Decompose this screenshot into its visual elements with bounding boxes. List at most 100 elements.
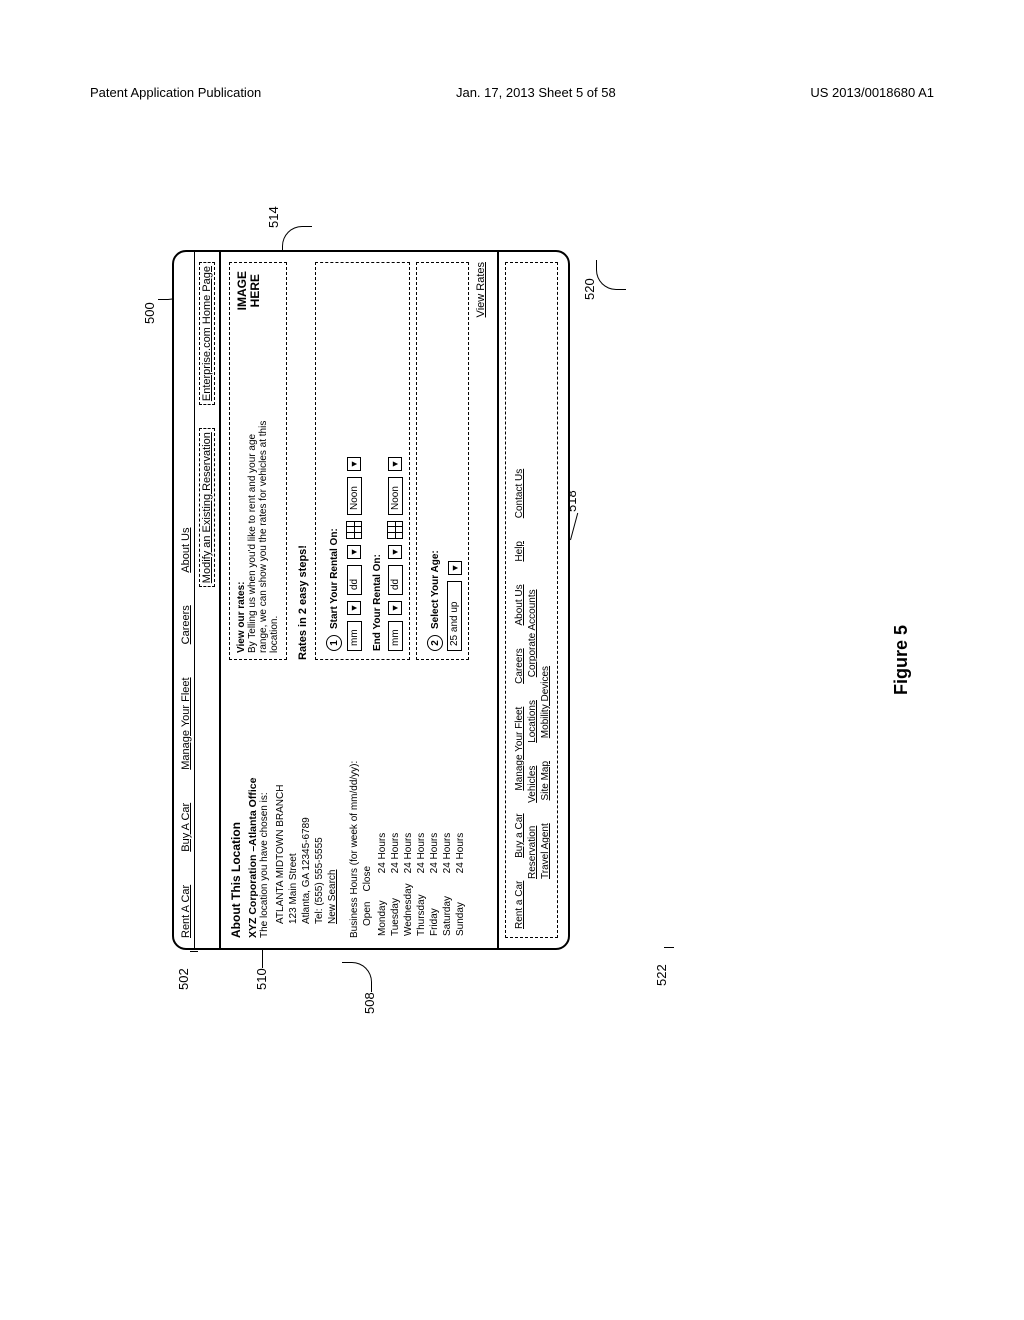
end-rental-label: End Your Rental On: — [372, 554, 383, 651]
hours-day: Saturday — [442, 875, 453, 936]
hours-row: Sunday24 Hours — [455, 825, 466, 936]
nav-about-us[interactable]: About Us — [180, 528, 192, 573]
top-nav: Rent A Car Buy A Car Manage Your Fleet C… — [174, 252, 195, 948]
hours-row: Saturday24 Hours — [442, 825, 453, 936]
hours-value: 24 Hours — [416, 825, 427, 874]
hours-block: Business Hours (for week of mm/dd/yy): O… — [349, 678, 468, 938]
start-month-dropdown-icon[interactable]: ▼ — [347, 601, 361, 615]
secondary-bar: Modify an Existing Reservation Enterpris… — [195, 252, 221, 948]
start-calendar-icon[interactable] — [346, 521, 362, 539]
branch-city: Atlanta, GA 12345-6789 — [300, 678, 313, 924]
branch-address: ATLANTA MIDTOWN BRANCH 123 Main Street A… — [274, 678, 339, 924]
end-day-input[interactable]: dd — [388, 565, 403, 595]
start-rental-label: Start Your Rental On: — [329, 528, 340, 629]
nav-rent-a-car[interactable]: Rent A Car — [180, 885, 192, 938]
hours-value: 24 Hours — [442, 825, 453, 874]
hours-value: 24 Hours — [403, 825, 414, 874]
footer-travel[interactable]: Travel Agent — [540, 823, 551, 879]
hours-day: Monday — [377, 875, 388, 936]
steps-title: Rates in 2 easy steps! — [297, 262, 309, 660]
footer-sitemap[interactable]: Site Map — [540, 761, 551, 800]
header-right: US 2013/0018680 A1 — [810, 85, 934, 100]
footer-vehicles[interactable]: Vehicles — [527, 766, 538, 803]
hours-close-head: Close — [362, 858, 373, 892]
end-time-dropdown-icon[interactable]: ▼ — [388, 457, 402, 471]
footer-buy[interactable]: Buy a Car — [514, 813, 525, 857]
footer-links-box: Rent a Car Buy a Car Manage Your Fleet C… — [505, 262, 558, 938]
branch-name: ATLANTA MIDTOWN BRANCH — [274, 678, 287, 924]
start-date-row: mm ▼ dd ▼ Noon ▼ — [346, 271, 362, 651]
footer-manage[interactable]: Manage Your Fleet — [514, 707, 525, 791]
footer-careers[interactable]: Careers — [514, 648, 525, 684]
end-calendar-icon[interactable] — [387, 521, 403, 539]
location-subtext: The location you have chosen is: — [259, 678, 270, 938]
start-time-dropdown-icon[interactable]: ▼ — [347, 457, 361, 471]
callout-520: 520 — [582, 278, 597, 300]
new-search-link[interactable]: New Search — [327, 870, 338, 924]
hours-row: Friday24 Hours — [429, 825, 440, 936]
nav-buy-a-car[interactable]: Buy A Car — [180, 803, 192, 852]
footer-reservation[interactable]: Reservation — [527, 826, 538, 879]
step-1-badge: 1 — [326, 635, 342, 651]
end-date-row: mm ▼ dd ▼ Noon ▼ — [387, 271, 403, 651]
callout-514: 514 — [266, 206, 281, 228]
header-mid: Jan. 17, 2013 Sheet 5 of 58 — [456, 85, 616, 100]
callout-502: 502 — [176, 968, 191, 990]
image-placeholder: IMAGEHERE — [236, 271, 262, 310]
callout-510: 510 — [254, 968, 269, 990]
end-day-dropdown-icon[interactable]: ▼ — [388, 545, 402, 559]
footer-locations[interactable]: Locations — [527, 700, 538, 743]
footer-help[interactable]: Help — [514, 541, 525, 562]
footer-rent[interactable]: Rent a Car — [514, 881, 525, 929]
hours-value: 24 Hours — [390, 825, 401, 874]
start-day-dropdown-icon[interactable]: ▼ — [347, 545, 361, 559]
hours-day: Friday — [429, 875, 440, 936]
intro-body: By Telling us when you'd like to rent an… — [247, 403, 280, 653]
intro-title: View our rates: — [236, 269, 247, 653]
hours-open-head: Open — [362, 894, 373, 926]
end-time-select[interactable]: Noon — [388, 477, 403, 515]
view-rates-link[interactable]: View Rates — [475, 262, 487, 317]
end-month-dropdown-icon[interactable]: ▼ — [388, 601, 402, 615]
hours-row: Monday24 Hours — [377, 825, 388, 936]
home-page-link[interactable]: Enterprise.com Home Page — [199, 262, 215, 405]
step-2-box: 2 Select Your Age: 25 and up ▼ — [416, 262, 469, 660]
hours-rows: Monday24 HoursTuesday24 HoursWednesday24… — [375, 823, 468, 938]
callout-522: 522 — [654, 964, 669, 986]
intro-box: View our rates: By Telling us when you'd… — [229, 262, 287, 660]
footer-mobility[interactable]: Mobility Devices — [540, 666, 551, 738]
callout-508: 508 — [362, 992, 377, 1014]
hours-row: Thursday24 Hours — [416, 825, 427, 936]
hours-day: Wednesday — [403, 875, 414, 936]
hours-table: Open Close — [360, 856, 375, 938]
step-1-box: 1 Start Your Rental On: mm ▼ dd ▼ Noon ▼… — [315, 262, 410, 660]
modify-reservation-link[interactable]: Modify an Existing Reservation — [199, 428, 215, 587]
hours-day: Sunday — [455, 875, 466, 936]
footer-contact[interactable]: Contact Us — [514, 469, 525, 518]
hours-row: Wednesday24 Hours — [403, 825, 414, 936]
branch-tel: Tel: (555) 555-5555 — [313, 678, 326, 924]
branch-street: 123 Main Street — [287, 678, 300, 924]
location-panel: About This Location XYZ Corporation –Atl… — [229, 678, 487, 938]
age-select[interactable]: 25 and up — [447, 581, 462, 651]
end-month-input[interactable]: mm — [388, 621, 403, 651]
start-day-input[interactable]: dd — [347, 565, 362, 595]
step-2-badge: 2 — [427, 635, 443, 651]
footer-about[interactable]: About Us — [514, 584, 525, 625]
corp-office: XYZ Corporation –Atlanta Office — [247, 678, 259, 938]
nav-manage-fleet[interactable]: Manage Your Fleet — [180, 677, 192, 769]
footer-corp[interactable]: Corporate Accounts — [527, 589, 538, 677]
start-time-select[interactable]: Noon — [347, 477, 362, 515]
hours-value: 24 Hours — [455, 825, 466, 874]
callout-500: 500 — [142, 302, 157, 324]
select-age-label: Select Your Age: — [430, 550, 441, 629]
view-rates-row: View Rates — [475, 262, 487, 660]
patent-header: Patent Application Publication Jan. 17, … — [0, 85, 1024, 100]
age-dropdown-icon[interactable]: ▼ — [448, 561, 462, 575]
about-location-title: About This Location — [229, 678, 243, 938]
start-month-input[interactable]: mm — [347, 621, 362, 651]
footer: Rent a Car Buy a Car Manage Your Fleet C… — [499, 252, 568, 948]
hours-day: Tuesday — [390, 875, 401, 936]
figure-label: Figure 5 — [891, 200, 912, 1120]
nav-careers[interactable]: Careers — [180, 605, 192, 644]
